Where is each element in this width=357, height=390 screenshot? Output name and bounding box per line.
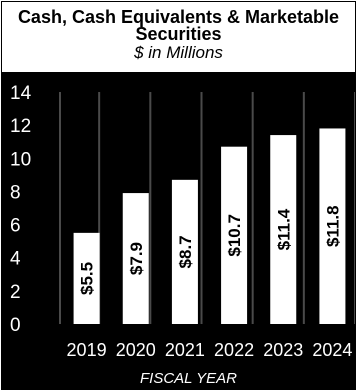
y-tick-label: 14 [10,83,32,104]
y-tick-label: 10 [10,149,31,170]
x-axis-title: FISCAL YEAR [140,370,237,387]
bar [319,128,346,324]
bar-data-label: $7.9 [127,242,146,275]
chart-header: Cash, Cash Equivalents & Marketable Secu… [2,2,355,72]
bar [171,179,198,324]
bar-data-label: $8.7 [176,235,195,268]
y-tick-label: 0 [10,315,21,336]
bar-data-label: $11.4 [274,208,293,250]
x-tick-label: 2024 [312,340,352,360]
bar-data-label: $11.8 [323,205,342,247]
y-tick-label: 6 [10,216,21,237]
y-tick-label: 8 [10,182,21,203]
y-tick-label: 4 [10,249,21,270]
x-tick-label: 2020 [116,340,156,360]
y-tick-label: 12 [10,116,31,137]
bar [73,232,100,324]
chart-subtitle: $ in Millions [134,43,223,62]
bar-data-label: $5.5 [78,262,97,295]
x-tick-label: 2023 [263,340,303,360]
bar-data-label: $10.7 [225,214,244,257]
bar-chart: 0 2 4 6 8 10 12 14 $5.5 2019 $7.9 2020 $8.7 2021 $10.7… [10,83,355,387]
bar [122,193,149,324]
bar [270,135,297,324]
x-tick-label: 2022 [214,340,254,360]
x-tick-label: 2021 [165,340,205,360]
x-tick-label: 2019 [67,340,107,360]
bar [221,146,248,324]
y-tick-label: 2 [10,282,21,303]
chart-title: Cash, Cash Equivalents & Marketable Secu… [17,7,340,44]
